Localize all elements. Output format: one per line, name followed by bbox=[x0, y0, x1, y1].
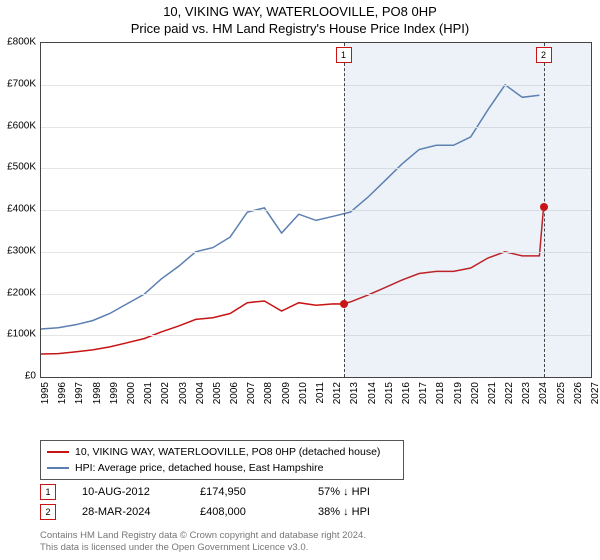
y-tick-label: £0 bbox=[25, 371, 36, 382]
legend-swatch bbox=[47, 451, 69, 453]
x-tick-label: 2012 bbox=[332, 382, 343, 404]
chart-area: £0£100K£200K£300K£400K£500K£600K£700K£80… bbox=[0, 42, 600, 418]
event-price: £174,950 bbox=[200, 486, 292, 498]
x-tick-label: 1998 bbox=[92, 382, 103, 404]
footer-attribution: Contains HM Land Registry data © Crown c… bbox=[40, 530, 366, 554]
x-tick-label: 2011 bbox=[315, 382, 326, 404]
x-tick-label: 2027 bbox=[590, 382, 600, 404]
y-tick-label: £300K bbox=[7, 245, 36, 256]
legend-text: HPI: Average price, detached house, East… bbox=[75, 460, 323, 476]
x-tick-label: 2025 bbox=[556, 382, 567, 404]
y-tick-label: £400K bbox=[7, 204, 36, 215]
legend-text: 10, VIKING WAY, WATERLOOVILLE, PO8 0HP (… bbox=[75, 444, 380, 460]
events-table: 1 10-AUG-2012 £174,950 57% ↓ HPI 2 28-MAR-202… bbox=[40, 482, 410, 522]
x-tick-label: 2008 bbox=[263, 382, 274, 404]
x-tick-label: 2014 bbox=[367, 382, 378, 404]
x-tick-label: 2010 bbox=[298, 382, 309, 404]
chart-container: 10, VIKING WAY, WATERLOOVILLE, PO8 0HP P… bbox=[0, 0, 600, 560]
x-tick-label: 2009 bbox=[281, 382, 292, 404]
x-tick-label: 2019 bbox=[453, 382, 464, 404]
x-tick-label: 2005 bbox=[212, 382, 223, 404]
x-tick-label: 2003 bbox=[178, 382, 189, 404]
x-axis: 1995 1996 1997 1998 1999 2000 2001 2002 2003 2004… bbox=[40, 378, 592, 418]
x-tick-label: 2022 bbox=[504, 382, 515, 404]
x-tick-label: 1999 bbox=[109, 382, 120, 404]
event-marker-2: 2 bbox=[536, 47, 552, 63]
y-axis: £0£100K£200K£300K£400K£500K£600K£700K£80… bbox=[0, 42, 38, 418]
event-marker-1: 1 bbox=[336, 47, 352, 63]
x-tick-label: 2006 bbox=[229, 382, 240, 404]
forecast-shade bbox=[344, 43, 592, 377]
chart-title-sub: Price paid vs. HM Land Registry's House … bbox=[0, 21, 600, 36]
chart-title-main: 10, VIKING WAY, WATERLOOVILLE, PO8 0HP bbox=[0, 4, 600, 19]
x-tick-label: 2004 bbox=[195, 382, 206, 404]
x-tick-label: 1997 bbox=[74, 382, 85, 404]
event-delta: 57% ↓ HPI bbox=[318, 486, 410, 498]
event-row-marker: 1 bbox=[40, 484, 56, 500]
y-tick-label: £800K bbox=[7, 37, 36, 48]
x-tick-label: 2001 bbox=[143, 382, 154, 404]
event-row-marker: 2 bbox=[40, 504, 56, 520]
legend-item: HPI: Average price, detached house, East… bbox=[47, 460, 397, 476]
legend-item: 10, VIKING WAY, WATERLOOVILLE, PO8 0HP (… bbox=[47, 444, 397, 460]
y-tick-label: £100K bbox=[7, 329, 36, 340]
event-date: 10-AUG-2012 bbox=[82, 486, 174, 498]
x-tick-label: 2018 bbox=[435, 382, 446, 404]
legend: 10, VIKING WAY, WATERLOOVILLE, PO8 0HP (… bbox=[40, 440, 404, 480]
x-tick-label: 2015 bbox=[384, 382, 395, 404]
x-tick-label: 2000 bbox=[126, 382, 137, 404]
event-line-1 bbox=[344, 43, 345, 377]
footer-line1: Contains HM Land Registry data © Crown c… bbox=[40, 530, 366, 542]
event-delta: 38% ↓ HPI bbox=[318, 506, 410, 518]
y-tick-label: £700K bbox=[7, 78, 36, 89]
x-tick-label: 2016 bbox=[401, 382, 412, 404]
event-date: 28-MAR-2024 bbox=[82, 506, 174, 518]
y-tick-label: £600K bbox=[7, 120, 36, 131]
event-row: 2 28-MAR-2024 £408,000 38% ↓ HPI bbox=[40, 502, 410, 522]
event-dot-1 bbox=[340, 300, 348, 308]
y-tick-label: £500K bbox=[7, 162, 36, 173]
x-tick-label: 2023 bbox=[521, 382, 532, 404]
x-tick-label: 2013 bbox=[349, 382, 360, 404]
event-price: £408,000 bbox=[200, 506, 292, 518]
legend-swatch bbox=[47, 467, 69, 469]
x-tick-label: 2002 bbox=[160, 382, 171, 404]
chart-titles: 10, VIKING WAY, WATERLOOVILLE, PO8 0HP P… bbox=[0, 0, 600, 36]
event-row: 1 10-AUG-2012 £174,950 57% ↓ HPI bbox=[40, 482, 410, 502]
x-tick-label: 2017 bbox=[418, 382, 429, 404]
x-tick-label: 2024 bbox=[538, 382, 549, 404]
x-tick-label: 1996 bbox=[57, 382, 68, 404]
x-tick-label: 2020 bbox=[470, 382, 481, 404]
x-tick-label: 2007 bbox=[246, 382, 257, 404]
y-tick-label: £200K bbox=[7, 287, 36, 298]
x-tick-label: 1995 bbox=[40, 382, 51, 404]
x-tick-label: 2026 bbox=[573, 382, 584, 404]
plot-area: 12 bbox=[40, 42, 592, 378]
footer-line2: This data is licensed under the Open Gov… bbox=[40, 542, 366, 554]
event-dot-2 bbox=[540, 203, 548, 211]
x-tick-label: 2021 bbox=[487, 382, 498, 404]
